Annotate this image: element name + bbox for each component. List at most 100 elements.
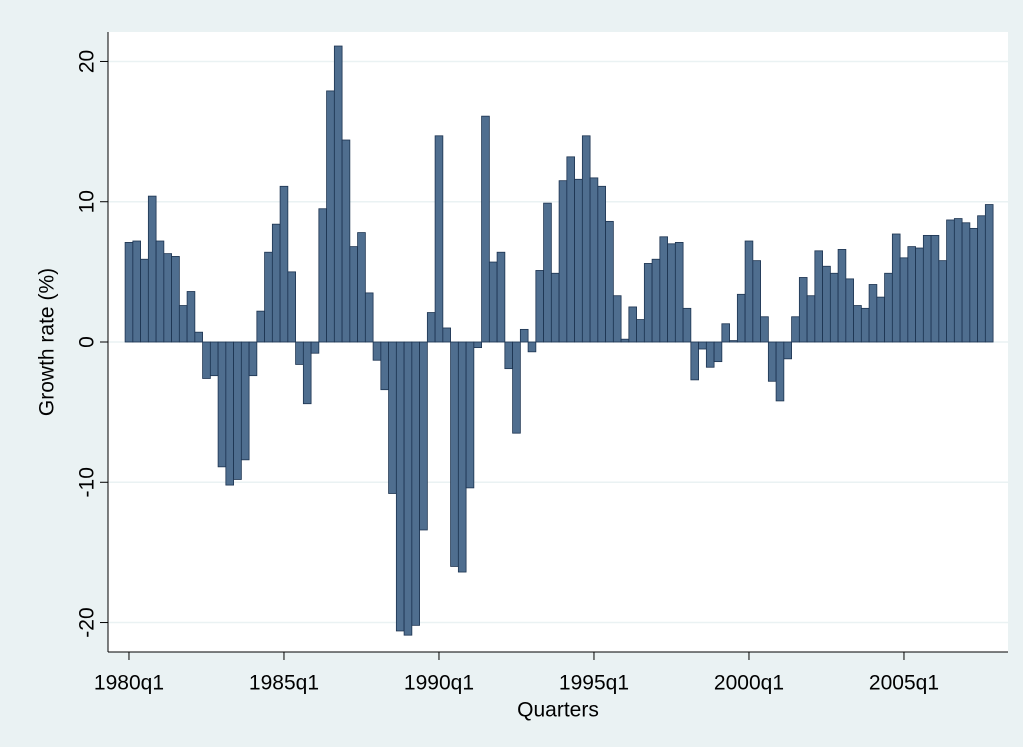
bar	[574, 178, 583, 343]
bar	[233, 341, 242, 480]
bar	[194, 331, 204, 343]
bar	[791, 316, 800, 343]
bar	[543, 202, 552, 343]
bar	[806, 295, 816, 343]
bar	[341, 139, 351, 343]
bar	[682, 307, 692, 343]
bar	[132, 240, 142, 343]
bar	[953, 218, 963, 343]
bar	[760, 316, 769, 343]
bar	[752, 260, 761, 343]
bar	[240, 341, 250, 461]
bar	[667, 243, 676, 343]
bar	[535, 270, 544, 343]
bar	[589, 177, 599, 343]
bar	[860, 307, 870, 343]
bar	[690, 341, 699, 381]
bar	[395, 341, 405, 632]
bar	[891, 233, 901, 343]
bar	[302, 341, 312, 405]
bar	[961, 222, 971, 343]
x-tick-label: 1980q1	[94, 672, 164, 695]
x-axis-title: Quarters	[517, 699, 599, 722]
bar	[767, 341, 777, 382]
bar	[163, 253, 173, 343]
bar	[636, 319, 645, 343]
bar	[620, 338, 630, 343]
bar	[271, 223, 281, 343]
bar	[581, 135, 591, 343]
bar	[411, 341, 421, 626]
bar	[705, 341, 715, 368]
bar	[225, 341, 235, 486]
bar	[853, 305, 862, 343]
bar	[899, 257, 909, 343]
bar	[527, 341, 537, 353]
bar	[364, 292, 374, 343]
bar	[326, 90, 335, 343]
bar	[628, 306, 637, 343]
bar	[380, 341, 390, 391]
bar	[279, 185, 289, 343]
bar	[938, 260, 947, 343]
bar	[403, 341, 413, 636]
bar	[651, 258, 661, 343]
bar	[426, 312, 436, 343]
bar	[147, 195, 157, 343]
x-tick-label: 2005q1	[869, 672, 939, 695]
bar	[388, 341, 397, 494]
bar	[798, 277, 808, 343]
bar	[558, 180, 568, 343]
bar	[465, 341, 475, 489]
bar	[349, 246, 359, 343]
bar	[504, 341, 514, 370]
bar	[287, 271, 297, 343]
bar	[264, 251, 273, 343]
bar	[550, 272, 560, 343]
y-tick-label: 10	[76, 190, 99, 213]
y-tick-label: -20	[76, 607, 99, 637]
bar	[969, 227, 978, 343]
bar	[868, 284, 878, 343]
bar	[488, 261, 498, 343]
bar	[946, 219, 955, 343]
bar	[930, 234, 940, 343]
bar	[566, 156, 575, 343]
bar	[372, 341, 382, 361]
bar	[721, 323, 730, 343]
bar	[248, 341, 258, 377]
bar	[124, 242, 134, 343]
x-tick-label: 1990q1	[404, 672, 474, 695]
y-axis-title: Growth rate (%)	[36, 268, 59, 416]
bar	[729, 340, 738, 343]
bar	[698, 341, 707, 350]
bar	[473, 341, 483, 349]
bar	[884, 272, 893, 343]
bar	[643, 263, 653, 343]
y-tick-label: -10	[76, 467, 99, 497]
bar	[922, 234, 932, 343]
bar	[209, 341, 219, 377]
bar	[481, 115, 490, 343]
bar	[512, 341, 521, 434]
bar	[295, 341, 304, 365]
bar	[736, 293, 746, 343]
bar	[977, 215, 986, 343]
bar	[814, 250, 823, 343]
y-tick-label: 20	[76, 50, 99, 73]
x-tick-label: 1985q1	[249, 672, 319, 695]
bar	[496, 251, 506, 343]
bar	[333, 45, 343, 343]
bar	[783, 341, 792, 360]
bar	[155, 240, 165, 343]
bar	[171, 256, 180, 343]
bar	[256, 310, 266, 343]
bar	[434, 135, 444, 343]
bar	[713, 341, 723, 363]
bar	[605, 220, 614, 343]
bar	[984, 204, 994, 343]
bar	[597, 185, 606, 343]
bar	[310, 341, 320, 354]
bar	[318, 208, 328, 343]
